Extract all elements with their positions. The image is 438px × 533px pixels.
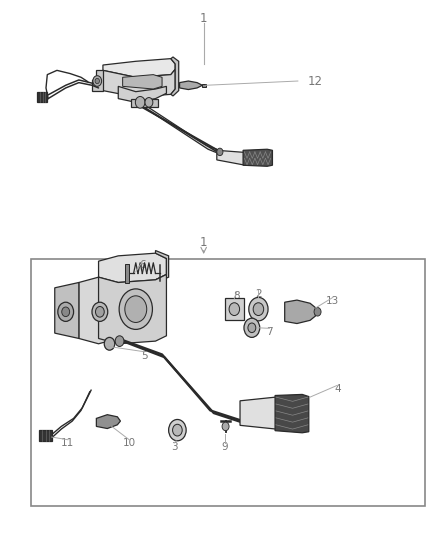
Text: 3: 3 <box>171 442 178 451</box>
Polygon shape <box>99 274 166 344</box>
Polygon shape <box>103 59 175 77</box>
Circle shape <box>104 337 115 350</box>
Polygon shape <box>103 69 175 97</box>
Circle shape <box>222 422 229 431</box>
Circle shape <box>95 306 104 317</box>
Circle shape <box>62 307 70 317</box>
Circle shape <box>93 76 102 86</box>
Polygon shape <box>79 277 118 344</box>
Text: 10: 10 <box>123 439 136 448</box>
Circle shape <box>92 302 108 321</box>
Polygon shape <box>275 394 309 433</box>
Polygon shape <box>99 253 166 282</box>
Text: 4: 4 <box>334 384 341 394</box>
Polygon shape <box>217 150 252 165</box>
Polygon shape <box>202 84 206 87</box>
Circle shape <box>145 98 153 107</box>
Circle shape <box>248 323 256 333</box>
Circle shape <box>135 96 145 108</box>
Polygon shape <box>118 86 166 102</box>
Text: 2: 2 <box>255 289 262 299</box>
Circle shape <box>253 303 264 316</box>
Circle shape <box>229 303 240 316</box>
Polygon shape <box>39 430 52 441</box>
Text: 7: 7 <box>266 327 273 337</box>
Polygon shape <box>138 103 219 154</box>
Circle shape <box>95 78 99 84</box>
Polygon shape <box>92 70 103 91</box>
Text: 13: 13 <box>326 296 339 306</box>
Text: 5: 5 <box>141 351 148 360</box>
Circle shape <box>119 289 152 329</box>
Text: 8: 8 <box>233 291 240 301</box>
Polygon shape <box>171 57 179 96</box>
Polygon shape <box>131 99 158 107</box>
Text: 1: 1 <box>200 236 208 249</box>
Circle shape <box>244 318 260 337</box>
Text: 6: 6 <box>139 261 146 270</box>
Bar <box>31 259 425 506</box>
Text: 1: 1 <box>200 12 208 25</box>
Text: 12: 12 <box>308 75 323 87</box>
Polygon shape <box>243 149 272 166</box>
Circle shape <box>314 308 321 316</box>
Polygon shape <box>37 92 47 102</box>
Text: 9: 9 <box>221 442 228 451</box>
Circle shape <box>217 148 223 156</box>
Polygon shape <box>96 415 120 429</box>
Circle shape <box>115 336 124 346</box>
Polygon shape <box>225 298 244 320</box>
Polygon shape <box>285 300 315 324</box>
Text: 11: 11 <box>61 439 74 448</box>
Circle shape <box>249 297 268 321</box>
Polygon shape <box>55 282 79 338</box>
Polygon shape <box>240 397 280 429</box>
Circle shape <box>169 419 186 441</box>
Polygon shape <box>155 251 169 282</box>
Circle shape <box>58 302 74 321</box>
Polygon shape <box>123 75 162 89</box>
Circle shape <box>173 424 182 436</box>
Polygon shape <box>125 264 129 283</box>
Polygon shape <box>180 81 202 90</box>
Circle shape <box>125 296 147 322</box>
